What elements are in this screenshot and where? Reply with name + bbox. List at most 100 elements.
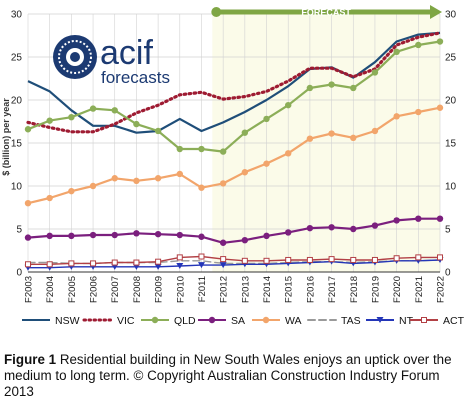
legend-label: QLD bbox=[174, 315, 196, 327]
data-point bbox=[415, 254, 422, 261]
data-point bbox=[263, 160, 270, 167]
data-point bbox=[285, 150, 292, 157]
data-point bbox=[46, 117, 53, 124]
acif-logo: acif forecasts bbox=[53, 34, 170, 87]
data-point bbox=[219, 180, 227, 187]
data-point bbox=[198, 184, 205, 191]
y-tick-label: 15 bbox=[11, 139, 23, 150]
y-tick-label: 20 bbox=[445, 96, 457, 107]
series-line bbox=[27, 217, 440, 244]
figure-label: Figure 1 bbox=[4, 352, 57, 367]
data-point bbox=[263, 257, 270, 264]
x-tick-label: F2003 bbox=[24, 276, 35, 303]
gridlines bbox=[27, 13, 441, 273]
data-point bbox=[68, 187, 75, 195]
data-point bbox=[241, 257, 248, 264]
legend-item-tas: TAS bbox=[307, 315, 361, 327]
data-point bbox=[437, 254, 443, 261]
data-point bbox=[24, 234, 32, 241]
data-point bbox=[376, 317, 384, 323]
legend-label: NSW bbox=[55, 315, 80, 327]
y-axis-left: 0 5 10 15 20 25 30 bbox=[11, 10, 23, 279]
line-chart: FORECAST 0 5 10 15 20 25 30 0 5 10 15 20 25 30 $ (bi… bbox=[1, 5, 465, 327]
data-point bbox=[176, 262, 184, 269]
data-point bbox=[219, 262, 227, 269]
data-point bbox=[89, 182, 97, 190]
x-tick-label: F2004 bbox=[45, 276, 56, 303]
x-tick-label: F2009 bbox=[154, 276, 165, 303]
x-tick-label: F2010 bbox=[175, 276, 186, 303]
series-wa bbox=[24, 104, 444, 207]
data-point bbox=[133, 120, 140, 128]
data-point bbox=[68, 232, 75, 240]
data-point bbox=[328, 130, 335, 137]
data-point bbox=[198, 233, 205, 240]
series-vic bbox=[26, 31, 442, 134]
data-point bbox=[285, 229, 292, 236]
logo-gear-core bbox=[70, 52, 80, 62]
data-point bbox=[436, 215, 444, 222]
data-point bbox=[436, 104, 444, 111]
data-point bbox=[68, 260, 75, 267]
data-point bbox=[46, 261, 53, 268]
legend-label: SA bbox=[231, 315, 245, 327]
data-point bbox=[89, 231, 97, 239]
x-tick-label: F2007 bbox=[110, 276, 121, 303]
data-point bbox=[111, 231, 118, 239]
forecast-arrow bbox=[211, 5, 442, 19]
series-group bbox=[24, 31, 444, 271]
y-tick-label: 25 bbox=[445, 53, 457, 64]
series-line bbox=[26, 31, 442, 134]
data-point bbox=[154, 230, 162, 238]
data-point bbox=[133, 259, 140, 266]
data-point bbox=[155, 258, 162, 265]
legend-item-wa: WA bbox=[252, 315, 302, 327]
legend-label: TAS bbox=[341, 315, 361, 327]
data-point bbox=[306, 224, 314, 232]
data-point bbox=[241, 129, 249, 136]
x-tick-label: F2017 bbox=[327, 276, 338, 303]
legend-label: ACT bbox=[443, 315, 465, 327]
data-point bbox=[263, 115, 270, 123]
data-point bbox=[371, 256, 378, 263]
x-tick-label: F2022 bbox=[436, 276, 447, 303]
data-point bbox=[328, 256, 335, 263]
data-point bbox=[262, 316, 270, 324]
legend-item-act: ACT bbox=[410, 315, 465, 327]
data-point bbox=[90, 260, 97, 267]
x-tick-label: F2008 bbox=[132, 276, 143, 303]
forecast-annotation: FORECAST bbox=[301, 8, 351, 18]
legend: NSW VIC QLD SA WA TAS NT ACT bbox=[22, 315, 465, 327]
data-point bbox=[415, 108, 422, 116]
series-line bbox=[28, 255, 440, 265]
data-point bbox=[371, 127, 379, 135]
data-point bbox=[24, 126, 32, 133]
data-point bbox=[285, 256, 292, 263]
logo-brand-text: acif bbox=[100, 34, 153, 72]
series-line bbox=[27, 40, 441, 153]
x-tick-label: F2019 bbox=[370, 276, 381, 303]
data-point bbox=[393, 113, 400, 120]
forecast-arrow-head bbox=[430, 5, 442, 19]
data-point bbox=[350, 84, 357, 92]
data-point bbox=[111, 175, 118, 182]
data-point bbox=[46, 194, 53, 202]
data-point bbox=[306, 135, 314, 142]
data-point bbox=[111, 107, 118, 114]
series-sa bbox=[24, 215, 444, 246]
x-tick-label: F2015 bbox=[284, 276, 295, 303]
data-point bbox=[350, 225, 357, 233]
data-point bbox=[176, 231, 183, 239]
y-tick-label: 5 bbox=[16, 225, 22, 236]
data-point bbox=[68, 114, 75, 121]
data-point bbox=[306, 256, 313, 263]
data-point bbox=[198, 253, 205, 260]
data-point bbox=[25, 261, 31, 268]
data-point bbox=[306, 84, 314, 92]
data-point bbox=[208, 316, 216, 324]
legend-label: WA bbox=[285, 315, 302, 327]
y-tick-label: 0 bbox=[445, 268, 451, 279]
legend-item-nt: NT bbox=[366, 315, 414, 327]
data-point bbox=[151, 316, 159, 324]
data-point bbox=[393, 255, 400, 262]
